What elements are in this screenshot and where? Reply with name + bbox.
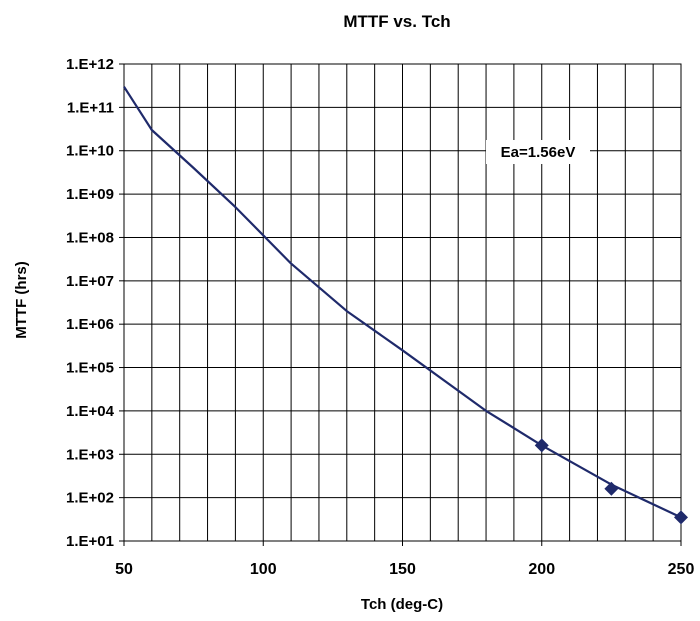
x-tick-label: 250 [668,561,695,578]
y-tick-label: 1.E+06 [66,316,114,333]
data-point-marker [534,438,549,453]
series-group [123,86,682,519]
annotation-background [486,140,590,164]
data-point-marker [604,481,619,496]
y-axis-label: MTTF (hrs) [13,261,30,338]
x-tick-label: 200 [528,561,555,578]
data-point-marker [674,510,688,525]
y-axis-ticks: 1.E+01 1.E+02 1.E+03 1.E+04 1.E+05 1.E+06 1.E+… [66,56,124,550]
y-tick-label: 1.E+11 [67,99,114,116]
markers-group [534,438,688,525]
x-tick-label: 100 [250,561,277,578]
x-tick-label: 50 [115,561,133,578]
y-tick-label: 1.E+12 [66,56,114,73]
y-tick-label: 1.E+01 [66,533,114,550]
y-tick-label: 1.E+10 [66,143,114,160]
x-axis-ticks: 50 100 150 200 250 [115,541,694,578]
y-tick-label: 1.E+05 [66,360,114,377]
y-tick-label: 1.E+07 [66,273,114,290]
y-tick-label: 1.E+09 [66,186,114,203]
y-tick-label: 1.E+08 [66,229,114,246]
y-tick-label: 1.E+04 [66,403,115,420]
chart-title: MTTF vs. Tch [343,12,450,31]
activation-energy-annotation: Ea=1.56eV [501,144,576,161]
x-tick-label: 150 [389,561,416,578]
x-axis-label: Tch (deg-C) [361,596,443,613]
y-tick-label: 1.E+03 [66,446,114,463]
y-tick-label: 1.E+02 [66,490,114,507]
series-line [123,86,682,519]
grid-lines [124,64,681,541]
